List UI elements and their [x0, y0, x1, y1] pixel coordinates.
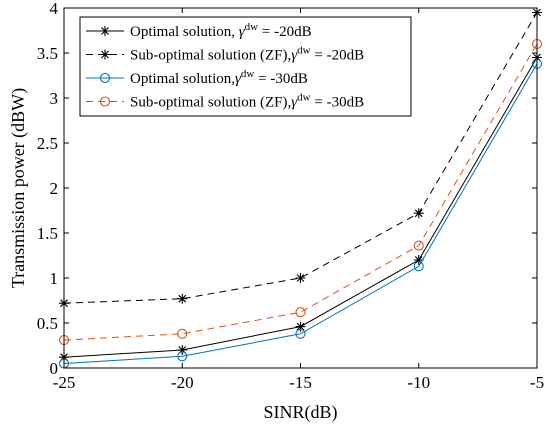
- legend-label-tail: = -20dB: [311, 48, 364, 64]
- legend-label: Optimal solution, γdw = -20dB: [130, 21, 312, 40]
- legend-marker: [99, 96, 111, 107]
- legend-marker: [100, 49, 110, 60]
- legend-box: [79, 16, 412, 117]
- series-3-point: [177, 351, 188, 362]
- legend-marker-glyph: [100, 49, 110, 60]
- x-tick-label: -25: [53, 373, 76, 392]
- x-tick-label: -10: [407, 373, 430, 392]
- legend-entry-2: Sub-optimal solution (ZF),γdw = -20dB: [86, 45, 364, 64]
- legend-label-text: Sub-optimal solution (ZF),: [130, 95, 291, 111]
- y-tick-label: 3.5: [37, 44, 58, 63]
- legend-marker: [100, 26, 110, 36]
- tick-layer: -25 -20 -15 -10 -5 0 0.5 1 1.5 2 2.5 3 3.5 4: [37, 0, 544, 392]
- series-2-point-glyph: [413, 208, 424, 219]
- series-1-point: [295, 321, 306, 332]
- series-3-point: [413, 261, 424, 272]
- y-tick-label: 1.5: [37, 224, 58, 243]
- y-tick-label: 3: [50, 89, 59, 108]
- series-2-point: [413, 208, 424, 219]
- legend-label: Sub-optimal solution (ZF),γdw = -30dB: [130, 92, 364, 111]
- legend-label-text: Sub-optimal solution (ZF),: [130, 48, 291, 64]
- series-2-point: [177, 293, 188, 304]
- y-tick-label: 0.5: [37, 314, 58, 333]
- series-3-point: [295, 328, 306, 339]
- y-axis-label: Transmission power (dBW): [8, 88, 29, 288]
- x-tick-label: -15: [289, 373, 312, 392]
- legend-marker: [99, 72, 111, 84]
- y-tick-label: 2.5: [37, 134, 58, 153]
- legend: Optimal solution, γdw = -20dBSub-optimal…: [79, 16, 412, 117]
- series-3: [58, 58, 543, 369]
- series-2-point: [295, 273, 306, 283]
- legend-entry-3: Optimal solution,γdw = -30dB: [86, 68, 308, 87]
- series-2-line: [63, 12, 538, 304]
- series-2-point-glyph: [295, 273, 306, 283]
- legend-label-tail: = -20dB: [258, 24, 311, 40]
- legend-entry-4: Sub-optimal solution (ZF),γdw = -30dB: [86, 92, 364, 111]
- x-tick-label: -5: [530, 373, 544, 392]
- legend-label-text: Optimal solution,: [130, 71, 235, 87]
- x-tick-label: -20: [171, 373, 194, 392]
- y-tick-label: 4: [50, 0, 59, 18]
- y-tick-label: 1: [50, 269, 59, 288]
- series-2-point-glyph: [177, 293, 188, 304]
- legend-superscript: dw: [297, 45, 311, 57]
- series-1-point: [413, 255, 424, 265]
- legend-gamma-symbol: γ: [291, 95, 298, 111]
- legend-label-text: Optimal solution,: [130, 24, 239, 40]
- series-1-point-glyph: [295, 321, 306, 332]
- series-4-point: [295, 307, 306, 318]
- series-4-point: [413, 240, 424, 251]
- series-1-point-glyph: [413, 255, 424, 265]
- legend-superscript: dw: [297, 92, 311, 104]
- series-1-point-glyph: [177, 345, 188, 355]
- legend-superscript: dw: [245, 21, 259, 33]
- legend-label: Sub-optimal solution (ZF),γdw = -20dB: [130, 45, 364, 64]
- series-4-point: [177, 328, 188, 339]
- series-3-line: [63, 63, 538, 364]
- legend-label: Optimal solution,γdw = -30dB: [130, 68, 308, 87]
- legend-gamma-symbol: γ: [239, 24, 246, 40]
- legend-label-tail: = -30dB: [254, 71, 307, 87]
- y-tick-label: 2: [50, 179, 59, 198]
- legend-gamma-symbol: γ: [235, 71, 242, 87]
- series-4-line: [63, 43, 538, 341]
- x-axis-label: SINR(dB): [263, 402, 337, 423]
- y-tick-label: 0: [50, 359, 59, 378]
- series-1-point: [177, 345, 188, 355]
- legend-marker-glyph: [100, 26, 110, 36]
- legend-gamma-symbol: γ: [291, 48, 298, 64]
- legend-entry-1: Optimal solution, γdw = -20dB: [86, 21, 312, 40]
- legend-superscript: dw: [241, 68, 255, 80]
- legend-label-tail: = -30dB: [311, 95, 364, 111]
